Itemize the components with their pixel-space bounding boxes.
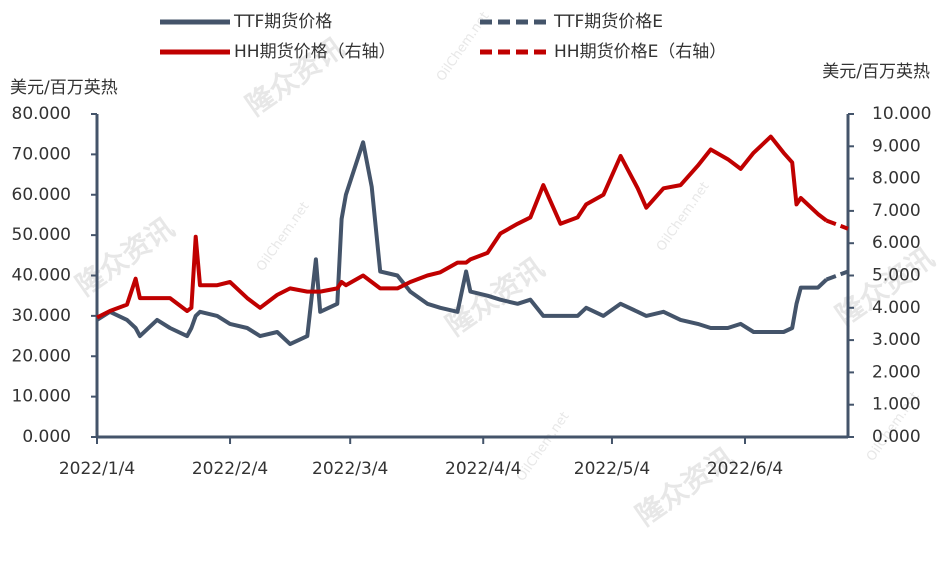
x-tick-label: 2022/2/4 <box>192 459 268 479</box>
y2-tick-label: 0.000 <box>872 427 921 447</box>
y-tick-label: 40.000 <box>12 266 71 286</box>
x-tick-label: 2022/3/4 <box>312 459 388 479</box>
y-tick-label: 30.000 <box>12 306 71 326</box>
y2-axis-title: 美元/百万英热 <box>822 62 930 82</box>
series-line <box>96 134 828 320</box>
y2-tick-label: 3.000 <box>872 330 921 350</box>
y-tick-label: 60.000 <box>12 185 71 205</box>
series-line <box>95 140 828 347</box>
y-tick-label: 10.000 <box>12 387 71 407</box>
watermark: 隆众资讯 <box>630 441 741 532</box>
x-tick-label: 2022/5/4 <box>574 459 650 479</box>
y2-tick-label: 2.000 <box>872 362 921 382</box>
y2-tick-label: 10.000 <box>872 104 931 124</box>
y-tick-label: 50.000 <box>12 225 71 245</box>
y-tick-label: 0.000 <box>22 427 71 447</box>
legend-label: TTF期货价格E <box>553 12 663 32</box>
y2-tick-label: 8.000 <box>872 169 921 189</box>
y2-tick-label: 1.000 <box>872 395 921 415</box>
series-line <box>825 218 849 231</box>
y-tick-label: 80.000 <box>12 104 71 124</box>
x-tick-label: 2022/1/4 <box>59 459 135 479</box>
y2-tick-label: 5.000 <box>872 266 921 286</box>
y2-tick-label: 4.000 <box>872 298 921 318</box>
x-tick-label: 2022/4/4 <box>445 459 521 479</box>
y2-tick-label: 6.000 <box>872 233 921 253</box>
y-tick-label: 70.000 <box>12 144 71 164</box>
legend-label: TTF期货价格 <box>233 12 332 32</box>
legend-label: HH期货价格E（右轴） <box>554 42 726 62</box>
x-tick-label: 2022/6/4 <box>707 459 783 479</box>
series-line <box>825 269 849 282</box>
watermark: OilChem.net <box>514 409 573 484</box>
watermark: 隆众资讯 <box>830 241 940 332</box>
y-axis-title: 美元/百万英热 <box>10 78 118 98</box>
legend-label: HH期货价格（右轴） <box>234 42 396 62</box>
watermark: 隆众资讯 <box>70 211 181 302</box>
y2-tick-label: 9.000 <box>872 136 921 156</box>
y-tick-label: 20.000 <box>12 346 71 366</box>
y2-tick-label: 7.000 <box>872 201 921 221</box>
watermark: OilChem.net <box>254 199 313 274</box>
